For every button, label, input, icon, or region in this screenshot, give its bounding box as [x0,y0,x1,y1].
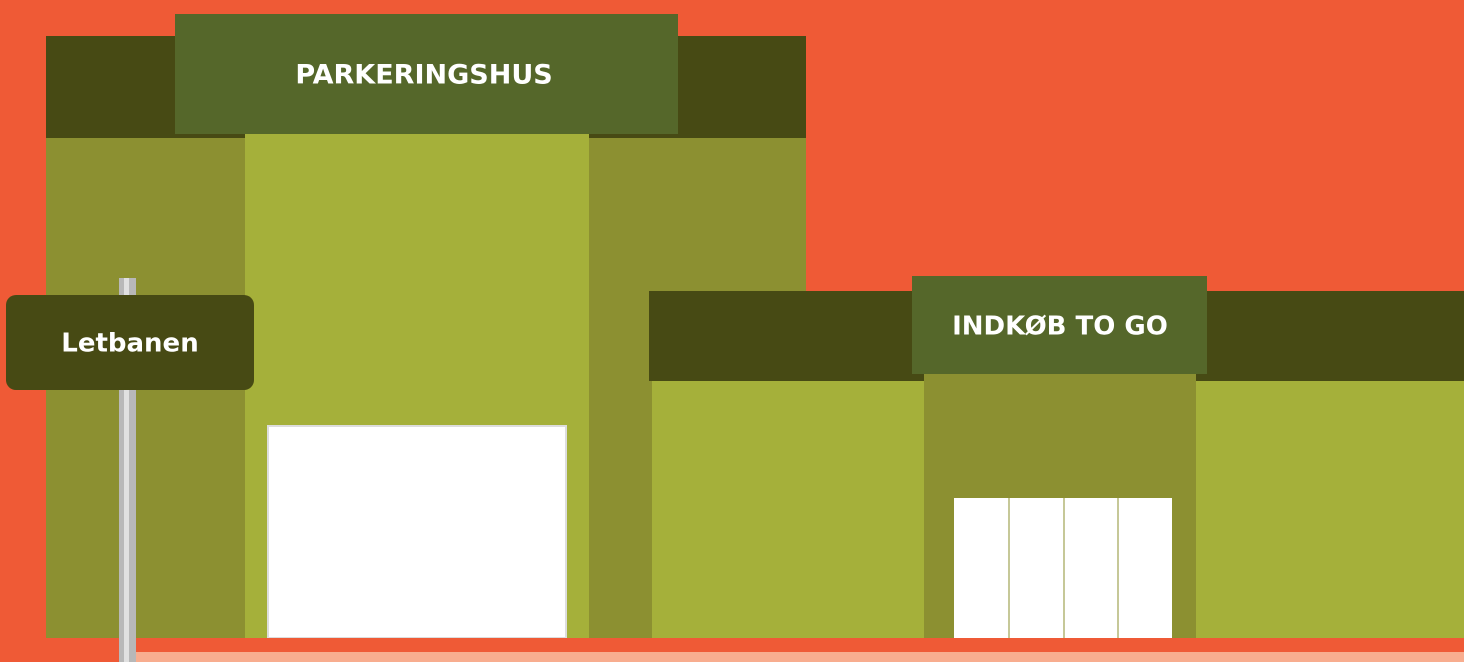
scene: PARKERINGSHUS INDKØB TO GO Letbanen [0,0,1464,662]
tram-sign-text: Letbanen [61,329,198,359]
sidewalk [135,652,1464,662]
shop-sign-text: INDKØB TO GO [952,312,1168,342]
parking-sign-text: PARKERINGSHUS [295,60,552,91]
parking-door [268,426,566,638]
shop-door [954,498,1172,638]
